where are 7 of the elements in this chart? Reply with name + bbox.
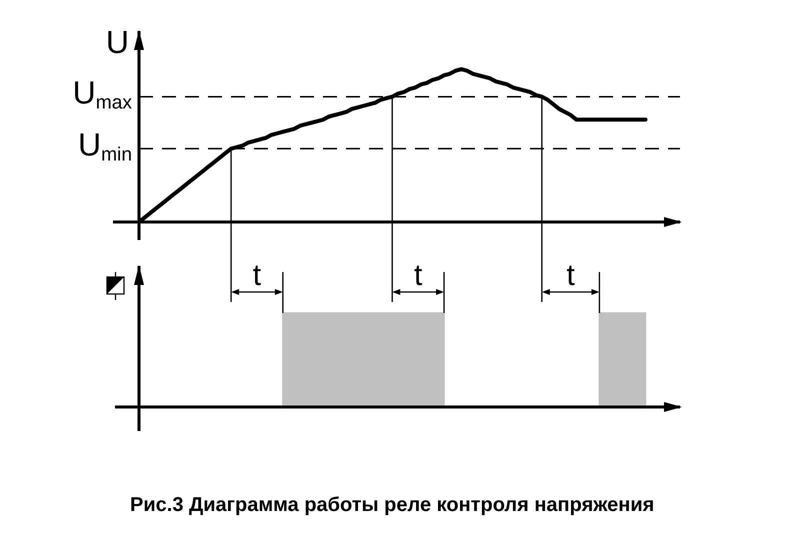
ref-line-label: U$_{max}$ <box>72 74 132 114</box>
text: Рис.3 Диаграмма работы реле контроля напряжения <box>130 494 654 516</box>
text: t <box>414 259 423 292</box>
text: t <box>566 259 576 292</box>
y-axis-title: U <box>106 24 129 60</box>
text: t <box>252 259 262 292</box>
ref-line-label: U$_{min}$ <box>78 126 132 166</box>
